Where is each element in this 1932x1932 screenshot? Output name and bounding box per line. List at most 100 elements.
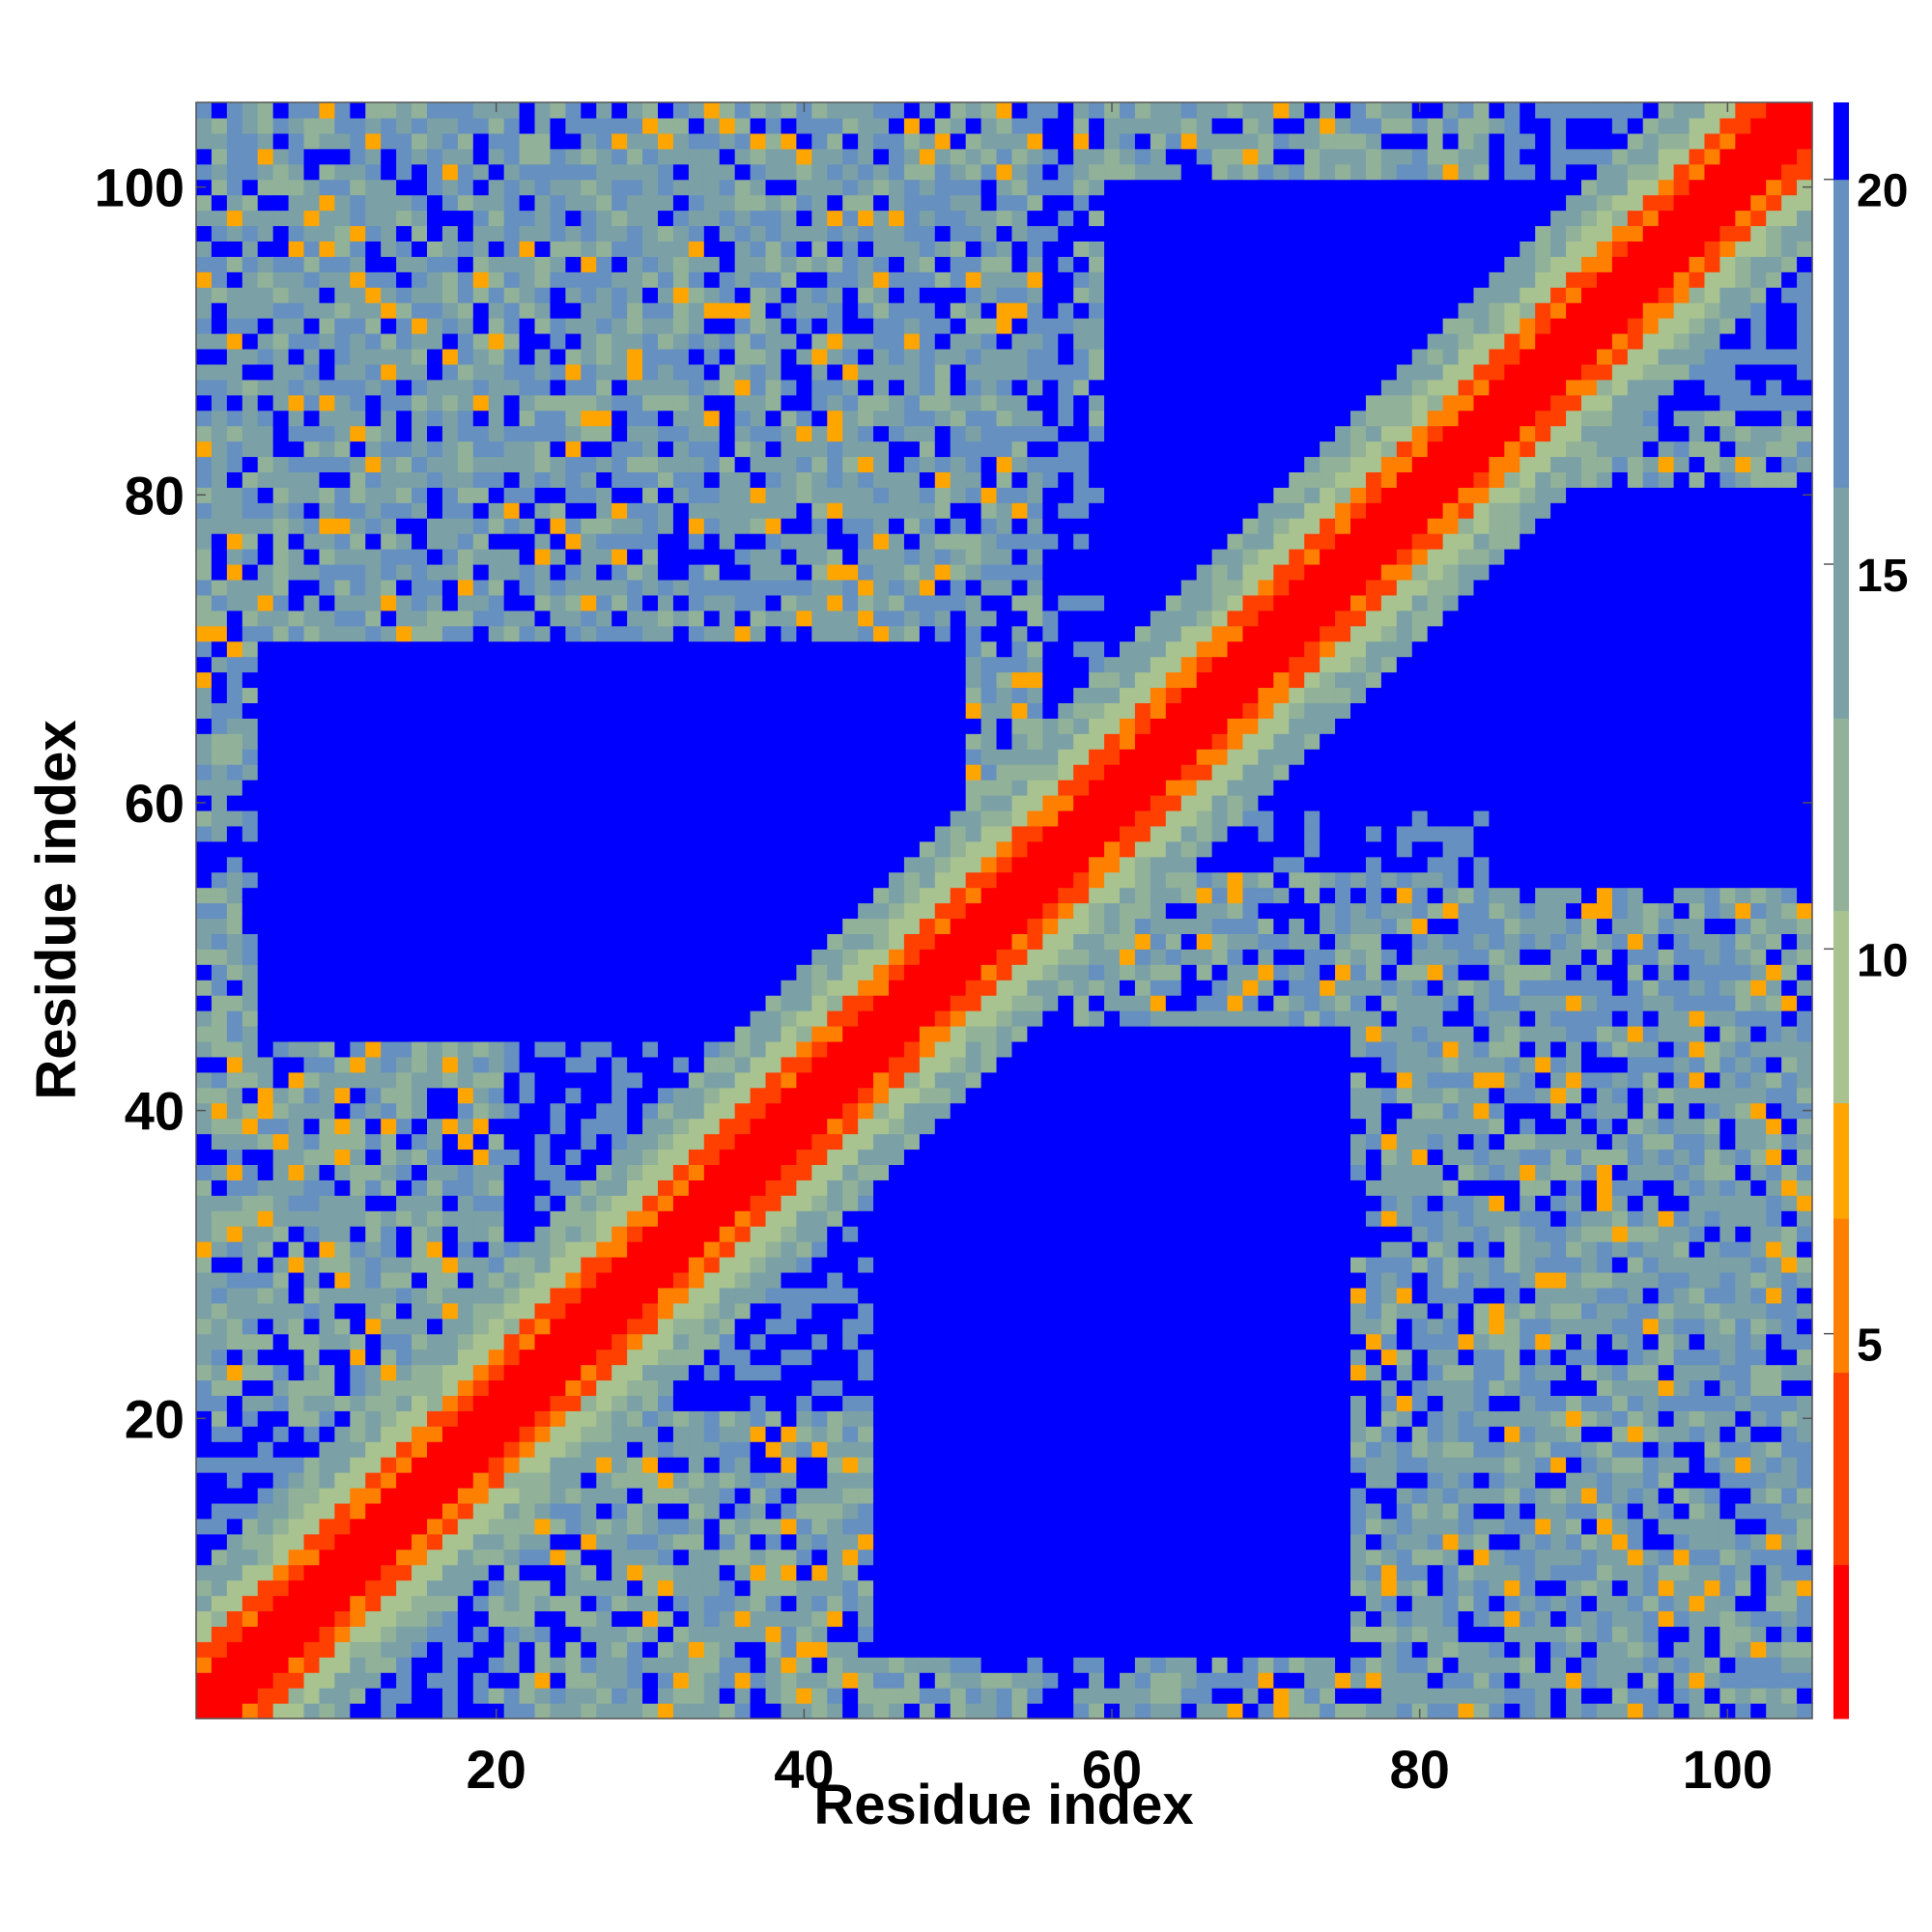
- heatmap-cell: [550, 656, 566, 673]
- heatmap-cell: [642, 410, 659, 427]
- heatmap-cell: [581, 549, 597, 565]
- heatmap-cell: [211, 1349, 228, 1366]
- heatmap-cell: [334, 1441, 351, 1458]
- heatmap-cell: [889, 640, 905, 658]
- heatmap-cell: [196, 225, 213, 242]
- heatmap-cell: [581, 1672, 597, 1689]
- heatmap-cell: [242, 840, 259, 858]
- heatmap-cell: [272, 1472, 290, 1489]
- heatmap-cell: [334, 1271, 351, 1289]
- heatmap-cell: [550, 1426, 566, 1442]
- heatmap-cell: [596, 579, 612, 596]
- heatmap-cell: [211, 810, 228, 827]
- heatmap-cell: [242, 1457, 259, 1473]
- heatmap-cell: [642, 179, 659, 196]
- heatmap-cell: [903, 1164, 921, 1180]
- heatmap-cell: [734, 1703, 752, 1719]
- heatmap-cell: [750, 702, 767, 719]
- heatmap-cell: [703, 1457, 721, 1473]
- heatmap-cell: [873, 625, 890, 642]
- heatmap-cell: [412, 1010, 428, 1027]
- heatmap-cell: [796, 502, 812, 519]
- heatmap-cell: [534, 933, 552, 950]
- heatmap-cell: [441, 564, 459, 581]
- heatmap-cell: [858, 733, 874, 750]
- heatmap-cell: [919, 1071, 936, 1089]
- heatmap-cell: [719, 1364, 736, 1381]
- heatmap-cell: [596, 625, 612, 642]
- heatmap-cell: [365, 749, 382, 765]
- heatmap-cell: [257, 933, 274, 950]
- heatmap-cell: [889, 1040, 905, 1058]
- heatmap-cell: [781, 564, 797, 581]
- heatmap-cell: [889, 533, 905, 550]
- heatmap-cell: [627, 1226, 643, 1242]
- heatmap-cell: [858, 471, 874, 488]
- heatmap-cell: [642, 1657, 659, 1673]
- heatmap-cell: [288, 333, 305, 350]
- heatmap-cell: [488, 502, 505, 519]
- heatmap-cell: [550, 425, 566, 442]
- heatmap-cell: [503, 148, 521, 165]
- heatmap-cell: [550, 456, 566, 472]
- heatmap-cell: [503, 318, 521, 334]
- heatmap-cell: [242, 502, 259, 519]
- heatmap-cell: [519, 671, 536, 689]
- heatmap-cell: [257, 117, 274, 134]
- heatmap-cell: [719, 1349, 736, 1366]
- heatmap-cell: [288, 810, 305, 827]
- heatmap-cell: [811, 1426, 828, 1442]
- heatmap-cell: [257, 241, 274, 257]
- heatmap-cell: [365, 1164, 382, 1180]
- heatmap-cell: [427, 549, 443, 565]
- heatmap-cell: [365, 1379, 382, 1396]
- heatmap-cell: [611, 1426, 628, 1442]
- heatmap-cell: [734, 1318, 752, 1335]
- heatmap-cell: [550, 1318, 566, 1335]
- heatmap-cell: [272, 671, 290, 689]
- heatmap-cell: [719, 810, 736, 827]
- heatmap-cell: [642, 887, 659, 904]
- heatmap-cell: [719, 749, 736, 765]
- heatmap-cell: [903, 564, 921, 581]
- heatmap-cell: [842, 1703, 859, 1719]
- heatmap-cell: [503, 179, 521, 196]
- heatmap-cell: [319, 1118, 335, 1135]
- heatmap-cell: [519, 333, 536, 350]
- heatmap-cell: [457, 856, 474, 873]
- heatmap-cell: [889, 1379, 905, 1396]
- heatmap-cell: [581, 1287, 597, 1304]
- heatmap-cell: [827, 1533, 843, 1550]
- heatmap-cell: [350, 1379, 366, 1396]
- heatmap-cell: [472, 425, 490, 442]
- heatmap-cell: [472, 518, 490, 534]
- heatmap-cell: [734, 795, 752, 811]
- heatmap-cell: [858, 1056, 874, 1073]
- heatmap-cell: [488, 1056, 505, 1073]
- heatmap-cell: [873, 225, 890, 242]
- heatmap-cell: [534, 518, 552, 534]
- heatmap-cell: [503, 1672, 521, 1689]
- heatmap-cell: [396, 687, 412, 703]
- heatmap-cell: [381, 795, 397, 811]
- heatmap-cell: [750, 287, 767, 303]
- heatmap-cell: [441, 194, 459, 212]
- heatmap-cell: [196, 1595, 213, 1612]
- heatmap-cell: [781, 1318, 797, 1335]
- heatmap-cell: [672, 1441, 690, 1458]
- heatmap-cell: [303, 318, 321, 334]
- heatmap-cell: [257, 1102, 274, 1120]
- heatmap-cell: [534, 1426, 552, 1442]
- heatmap-cell: [242, 318, 259, 334]
- heatmap-cell: [550, 132, 566, 150]
- heatmap-cell: [257, 425, 274, 442]
- heatmap-cell: [658, 1149, 674, 1165]
- heatmap-cell: [226, 610, 243, 627]
- heatmap-cell: [596, 287, 612, 303]
- heatmap-cell: [672, 1071, 690, 1089]
- heatmap-cell: [750, 333, 767, 350]
- heatmap-cell: [873, 502, 890, 519]
- heatmap-cell: [488, 1287, 505, 1304]
- heatmap-cell: [565, 1179, 582, 1196]
- heatmap-cell: [703, 610, 721, 627]
